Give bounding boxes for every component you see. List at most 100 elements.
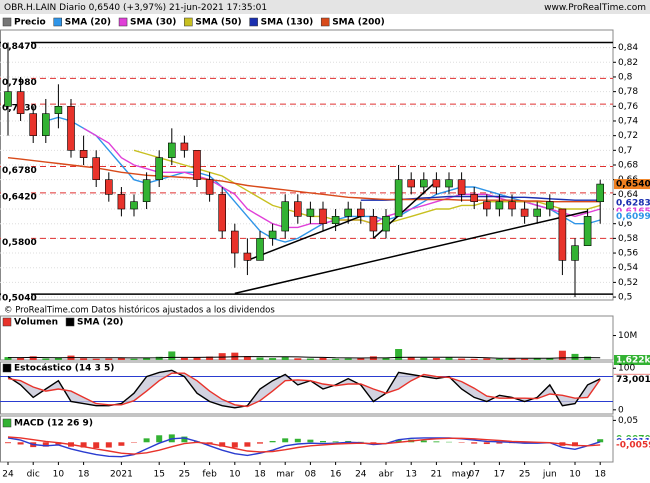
candle-body [407, 179, 416, 188]
macd-histogram-bar [105, 442, 112, 448]
x-tick-label: 10 [229, 470, 241, 480]
macd-histogram-bar [143, 438, 150, 443]
candle-body [558, 208, 567, 261]
volume-bar [407, 357, 415, 360]
last-value-tag [614, 179, 650, 190]
x-tick-label: 15 [153, 470, 164, 480]
candle-body [344, 208, 353, 217]
header-title: OBR.H.LAIN Diario 0,6540 (+3,97%) 21-jun… [4, 3, 267, 13]
volume-bar [508, 358, 516, 360]
volume-bar [17, 358, 25, 360]
volume-sma-line [8, 356, 601, 359]
stochastic-line [7, 369, 601, 409]
last-value-tag [614, 439, 650, 450]
candle-body [41, 113, 50, 136]
y-tick-label: 0,74 [618, 116, 638, 126]
trendline [247, 215, 362, 262]
legend-label: SMA (50) [195, 18, 241, 28]
x-tick-label: 18 [78, 470, 90, 480]
macd-histogram-bar [294, 438, 301, 443]
legend-swatch [65, 317, 75, 327]
y-tick-label: 0,05 [618, 416, 638, 426]
macd-histogram-bar [282, 438, 289, 443]
x-tick-label: 16 [330, 470, 342, 480]
stochastic-line [7, 372, 601, 408]
candle-body [470, 194, 479, 202]
candle-body [306, 208, 315, 217]
macd-line [7, 437, 601, 458]
macd-line [7, 436, 601, 455]
volume-bar [168, 351, 176, 360]
candle-body [67, 106, 75, 151]
last-value-label: 1.622k [616, 355, 650, 365]
candle-body [508, 201, 516, 210]
x-tick-label: 24 [355, 470, 367, 480]
volume-bar [54, 357, 62, 360]
candle-body [268, 230, 277, 239]
legend-swatch [2, 418, 12, 428]
candle-body [29, 113, 38, 136]
legend-swatch [118, 17, 128, 27]
legend-label: SMA (200) [332, 18, 385, 28]
volume-bar [117, 358, 125, 360]
header-site: www.ProRealTime.com [544, 3, 646, 13]
x-tick-label: dic [27, 470, 40, 480]
x-tick-label: 2021 [110, 470, 133, 480]
x-tick-label: 18 [594, 470, 606, 480]
volume-bar [495, 358, 503, 360]
x-tick-label: 25 [179, 470, 190, 480]
level-label: 0,8470 [2, 42, 37, 52]
last-value-tag [614, 197, 650, 208]
macd-histogram-bar [156, 435, 163, 443]
x-tick-label: 10 [53, 470, 65, 480]
macd-histogram-bar [420, 440, 427, 443]
macd-histogram-bar [118, 442, 125, 446]
volume-bar [193, 357, 201, 360]
y-tick-label: 0,58 [618, 234, 638, 244]
candle-body [16, 91, 25, 114]
volume-bar [4, 357, 12, 360]
x-tick-label: 08 [305, 470, 317, 480]
last-value-label: 0,6099 [616, 212, 650, 222]
macd-histogram-bar [597, 439, 604, 443]
level-label: 0,7980 [2, 78, 37, 88]
macd-histogram-bar [496, 442, 503, 444]
macd-histogram-bar [370, 442, 377, 444]
volume-bar [571, 353, 579, 360]
legend-label: Precio [14, 18, 46, 28]
macd-histogram-bar [332, 441, 339, 443]
macd-histogram-bar [93, 442, 100, 448]
candle-body [545, 201, 554, 210]
legend-label: Estocástico (14 3 5) [14, 364, 114, 374]
candle-body [168, 142, 176, 158]
macd-histogram-bar [307, 439, 314, 443]
y-tick-label: 100 [618, 364, 635, 374]
y-tick-label: 0,6 [618, 219, 633, 229]
level-label-bg [1, 103, 31, 114]
candle-body [281, 201, 290, 232]
x-tick-label: 24 [2, 470, 14, 480]
candle-body [596, 183, 605, 202]
last-value-label: 73,001 [616, 375, 650, 385]
candle-body [205, 179, 214, 195]
y-tick-label: 0,68 [618, 161, 638, 171]
volume-bar [269, 358, 277, 360]
candle-body [193, 150, 201, 180]
y-tick-label: 0,78 [618, 87, 638, 97]
x-tick-label: 07 [468, 470, 479, 480]
volume-bar [306, 358, 314, 360]
macd-histogram-bar [433, 441, 440, 443]
y-tick-label: 10M [618, 331, 637, 341]
level-label: 0,6780 [2, 166, 37, 176]
volume-bar [206, 356, 214, 360]
candle-body [583, 216, 592, 247]
candle-body [4, 91, 12, 107]
x-tick-label: mar [276, 470, 294, 480]
volume-bar [470, 358, 478, 360]
candle-body [155, 157, 163, 180]
x-tick-label: 10 [569, 470, 581, 480]
macd-histogram-bar [483, 442, 490, 445]
y-tick-label: 0,7 [618, 146, 632, 156]
y-tick-label: 0,82 [618, 58, 638, 68]
macd-histogram-bar [395, 439, 402, 443]
